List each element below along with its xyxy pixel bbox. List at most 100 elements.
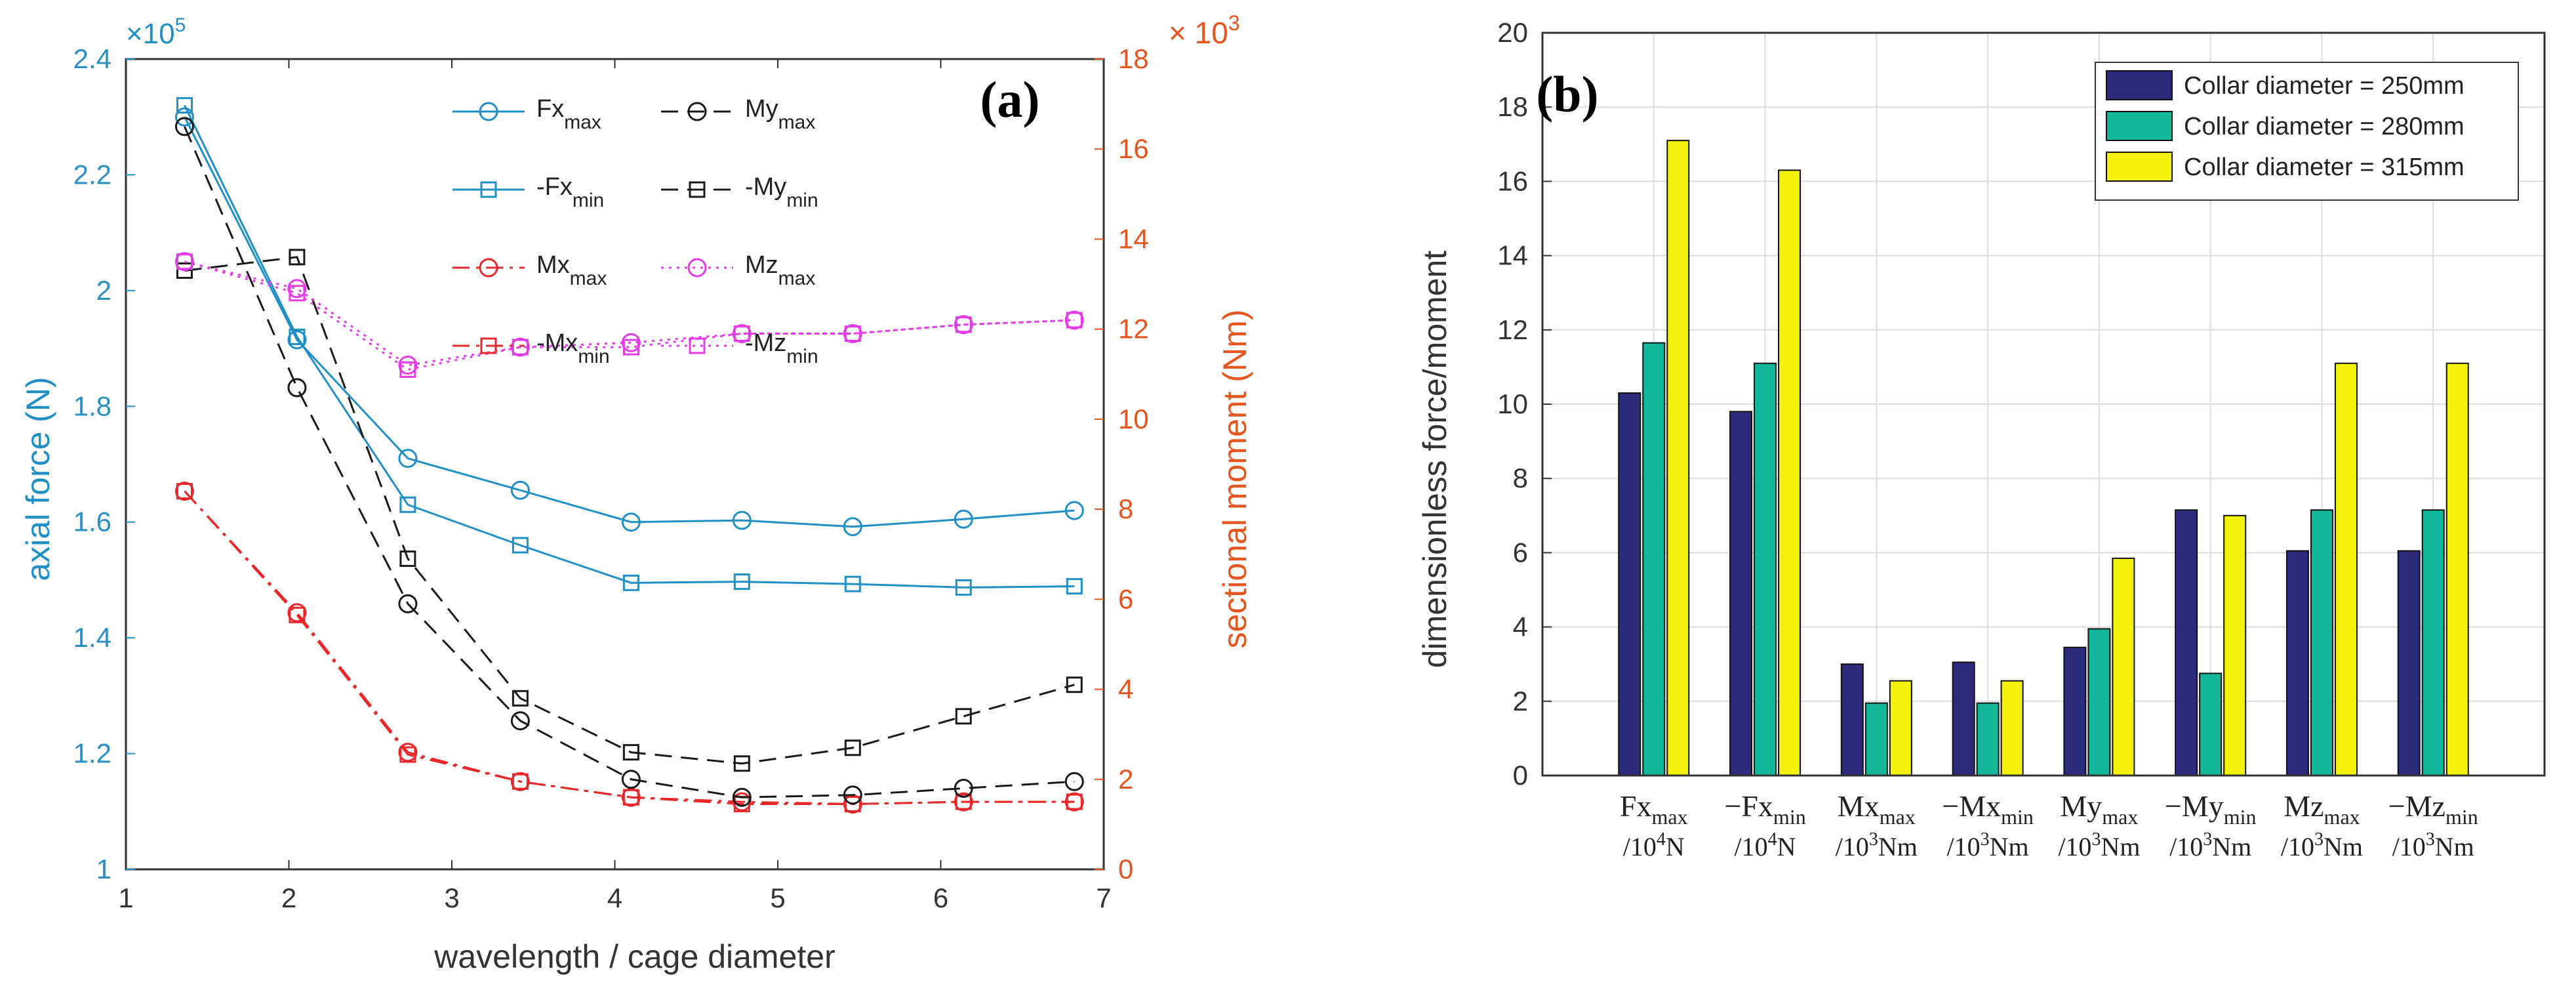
category-unit-exp: 3: [2091, 829, 2101, 850]
category-unit-end: N: [1777, 832, 1796, 861]
category-label-sub: max: [2102, 805, 2138, 829]
category-label-main: Mx: [1838, 789, 1880, 823]
legend-label: -Mzmin: [745, 329, 818, 367]
panel-b-plot-frame: [1541, 31, 2546, 777]
category-unit-base: /10: [1836, 832, 1869, 861]
bar-7-2: [2310, 509, 2333, 776]
category-unit-exp: 3: [1869, 829, 1878, 850]
series-2-point: [1066, 578, 1083, 595]
y-tick-label-b: 18: [1497, 91, 1528, 122]
bar-7-1: [2285, 550, 2309, 776]
category-label-main: Fx: [1620, 789, 1652, 823]
series-4-point: [1066, 793, 1083, 810]
category-unit-base: /10: [2281, 832, 2314, 861]
legend-label: -Mxmin: [536, 329, 610, 367]
bar-5-3: [2112, 557, 2135, 776]
category-unit: /103Nm: [2169, 829, 2251, 861]
legend-label-3: Collar diameter = 315mm: [2184, 154, 2465, 181]
series-5-point: [287, 378, 307, 398]
series-7-point: [510, 337, 530, 357]
right-axis-multiplier: × 103: [1169, 11, 1240, 50]
panel-b-axis-labels: Fxmax/104N−Fxmin/104NMxmax/103Nm−Mxmin/1…: [1620, 789, 2478, 861]
bar-5-2: [2087, 628, 2111, 776]
category-label: Mymax: [2060, 789, 2138, 829]
y-right-tick-label: 4: [1118, 674, 1133, 705]
y-left-tick-label: 2.2: [73, 159, 111, 190]
legend-label-main: Mz: [745, 251, 778, 279]
panel-a-plot-frame: [125, 58, 1105, 871]
series-5-point: [510, 711, 530, 731]
y-tick-label-b: 14: [1497, 240, 1528, 271]
category-label: Mxmax: [1838, 789, 1916, 829]
category-unit-end: Nm: [1990, 832, 2029, 861]
series-5-point: [843, 785, 862, 805]
category-label-main: −Mx: [1942, 789, 2001, 823]
series-1-point: [954, 509, 973, 529]
panel-a-label: (a): [980, 71, 1040, 128]
legend-marker: [687, 102, 707, 121]
series-8-point: [399, 361, 416, 378]
y-left-tick-label: 1.2: [73, 738, 111, 769]
panel-a-text: (a) wavelength / cage diameter axial for…: [20, 11, 1253, 975]
category-label-main: −Mz: [2388, 789, 2445, 823]
y-right-tick-label: 14: [1118, 223, 1149, 254]
panel-b-bars: [1618, 140, 2469, 777]
series-8-point: [289, 285, 306, 302]
y-right-tick-label: 10: [1118, 404, 1149, 434]
series-line-2: [184, 104, 1075, 589]
category-unit-base: /10: [1947, 832, 1981, 861]
x-tick-label-a: 5: [770, 882, 785, 913]
series-7-point: [287, 279, 307, 299]
bar-1-2: [1642, 342, 1666, 776]
category-unit: /104N: [1623, 829, 1685, 861]
legend-label-main: -Fx: [536, 173, 573, 201]
series-3-point: [510, 772, 530, 791]
series-6-point: [176, 262, 193, 279]
y-tick-label-b: 8: [1513, 463, 1528, 493]
series-4-point: [399, 746, 416, 763]
legend-label-main: -Mx: [536, 329, 578, 357]
panel-b-legend: Collar diameter = 250mm Collar diameter =…: [2095, 62, 2519, 201]
category-unit: /104N: [1735, 829, 1796, 861]
legend-swatch-3: [2106, 152, 2173, 182]
series-6-point: [1066, 676, 1083, 694]
bar-3-3: [1889, 680, 1912, 777]
y-tick-label-b: 16: [1497, 165, 1528, 196]
category-unit-base: /10: [1623, 832, 1657, 861]
series-4-point: [289, 606, 306, 623]
series-line-4: [184, 490, 1075, 806]
series-line-1: [184, 116, 1075, 528]
series-6-point: [399, 550, 416, 568]
category-label-main: Mz: [2284, 789, 2324, 823]
series-8-point: [1066, 312, 1083, 329]
category-label-sub: min: [2445, 805, 2478, 829]
category-label-sub: min: [2224, 805, 2257, 829]
bar-8-3: [2445, 362, 2469, 776]
y-axis-label-left: axial force (N): [20, 377, 56, 581]
category-unit-base: /10: [1735, 832, 1768, 861]
legend-marker: [479, 102, 498, 121]
category-unit: /103Nm: [1947, 829, 2029, 861]
bar-8-1: [2397, 550, 2421, 776]
series-3-point: [174, 482, 194, 501]
category-label-sub: max: [1880, 805, 1916, 829]
category-unit: /103Nm: [2058, 829, 2140, 861]
series-1-point: [510, 480, 530, 500]
legend-marker: [689, 337, 706, 354]
category-unit-exp: 3: [2203, 829, 2212, 850]
panel-a-ticks: 1 2 3 4 5 6 711.21.41.61.822.22.40246810121416…: [73, 43, 1149, 913]
legend-label-sub: max: [564, 112, 601, 133]
y-left-tick-label: 1.4: [73, 622, 111, 653]
series-4-point: [512, 773, 529, 790]
series-line-5: [184, 126, 1075, 798]
bar-2-3: [1778, 169, 1801, 777]
series-6-point: [622, 744, 639, 761]
bar-6-3: [2223, 514, 2247, 776]
category-unit-exp: 3: [2314, 829, 2324, 850]
legend-label-sub: max: [778, 112, 816, 133]
series-6-point: [955, 708, 972, 725]
category-unit: /103Nm: [2392, 829, 2474, 861]
category-unit-end: Nm: [2101, 832, 2140, 861]
legend-marker: [687, 258, 707, 278]
y-right-tick-label: 8: [1118, 493, 1133, 524]
